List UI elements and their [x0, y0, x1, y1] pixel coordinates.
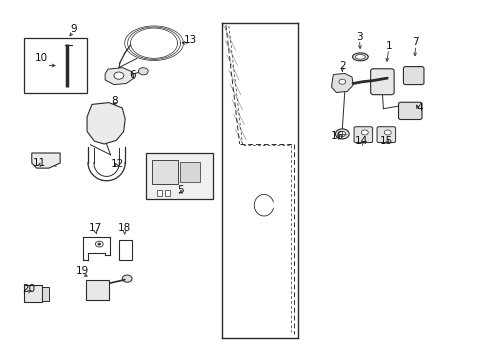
Circle shape	[138, 68, 148, 75]
Circle shape	[335, 129, 348, 139]
Text: 6: 6	[129, 70, 136, 80]
Circle shape	[338, 131, 345, 136]
Text: 10: 10	[35, 53, 48, 63]
Circle shape	[89, 291, 97, 297]
Text: 11: 11	[32, 158, 46, 168]
Circle shape	[122, 275, 132, 282]
Bar	[151, 160, 178, 184]
Bar	[119, 240, 131, 260]
Circle shape	[384, 130, 390, 135]
Bar	[145, 153, 213, 199]
FancyBboxPatch shape	[403, 67, 423, 85]
Circle shape	[95, 241, 103, 247]
Polygon shape	[87, 103, 125, 144]
Text: 3: 3	[355, 32, 362, 42]
Bar	[157, 190, 162, 196]
Text: 1: 1	[385, 41, 391, 51]
FancyBboxPatch shape	[398, 102, 421, 120]
Text: 16: 16	[330, 131, 344, 141]
Bar	[180, 162, 199, 182]
Text: 18: 18	[118, 222, 131, 233]
FancyBboxPatch shape	[376, 127, 395, 143]
Text: 19: 19	[75, 266, 89, 276]
Polygon shape	[331, 73, 352, 93]
Circle shape	[361, 130, 367, 135]
Text: 15: 15	[379, 136, 392, 146]
FancyBboxPatch shape	[353, 127, 372, 143]
Text: 17: 17	[88, 222, 102, 233]
Circle shape	[109, 135, 115, 140]
Circle shape	[98, 243, 101, 245]
Circle shape	[94, 109, 101, 114]
Circle shape	[30, 285, 37, 291]
Text: 9: 9	[70, 24, 77, 34]
Text: 8: 8	[111, 96, 118, 106]
Text: 14: 14	[354, 136, 368, 146]
Ellipse shape	[355, 55, 365, 59]
Text: 2: 2	[338, 60, 345, 71]
Bar	[24, 38, 87, 93]
Text: 4: 4	[415, 103, 422, 113]
Text: 20: 20	[22, 284, 35, 294]
Text: 5: 5	[177, 185, 184, 195]
FancyBboxPatch shape	[370, 69, 393, 95]
Bar	[165, 190, 170, 196]
Circle shape	[30, 292, 37, 297]
Circle shape	[114, 72, 123, 79]
Bar	[24, 285, 41, 302]
Ellipse shape	[352, 53, 367, 61]
Polygon shape	[105, 68, 133, 85]
Text: 7: 7	[411, 37, 418, 48]
Bar	[41, 287, 49, 301]
Polygon shape	[32, 153, 60, 168]
Circle shape	[38, 157, 47, 163]
Text: 13: 13	[183, 35, 197, 45]
Bar	[85, 280, 109, 300]
Text: 12: 12	[110, 159, 124, 169]
Circle shape	[338, 79, 345, 84]
